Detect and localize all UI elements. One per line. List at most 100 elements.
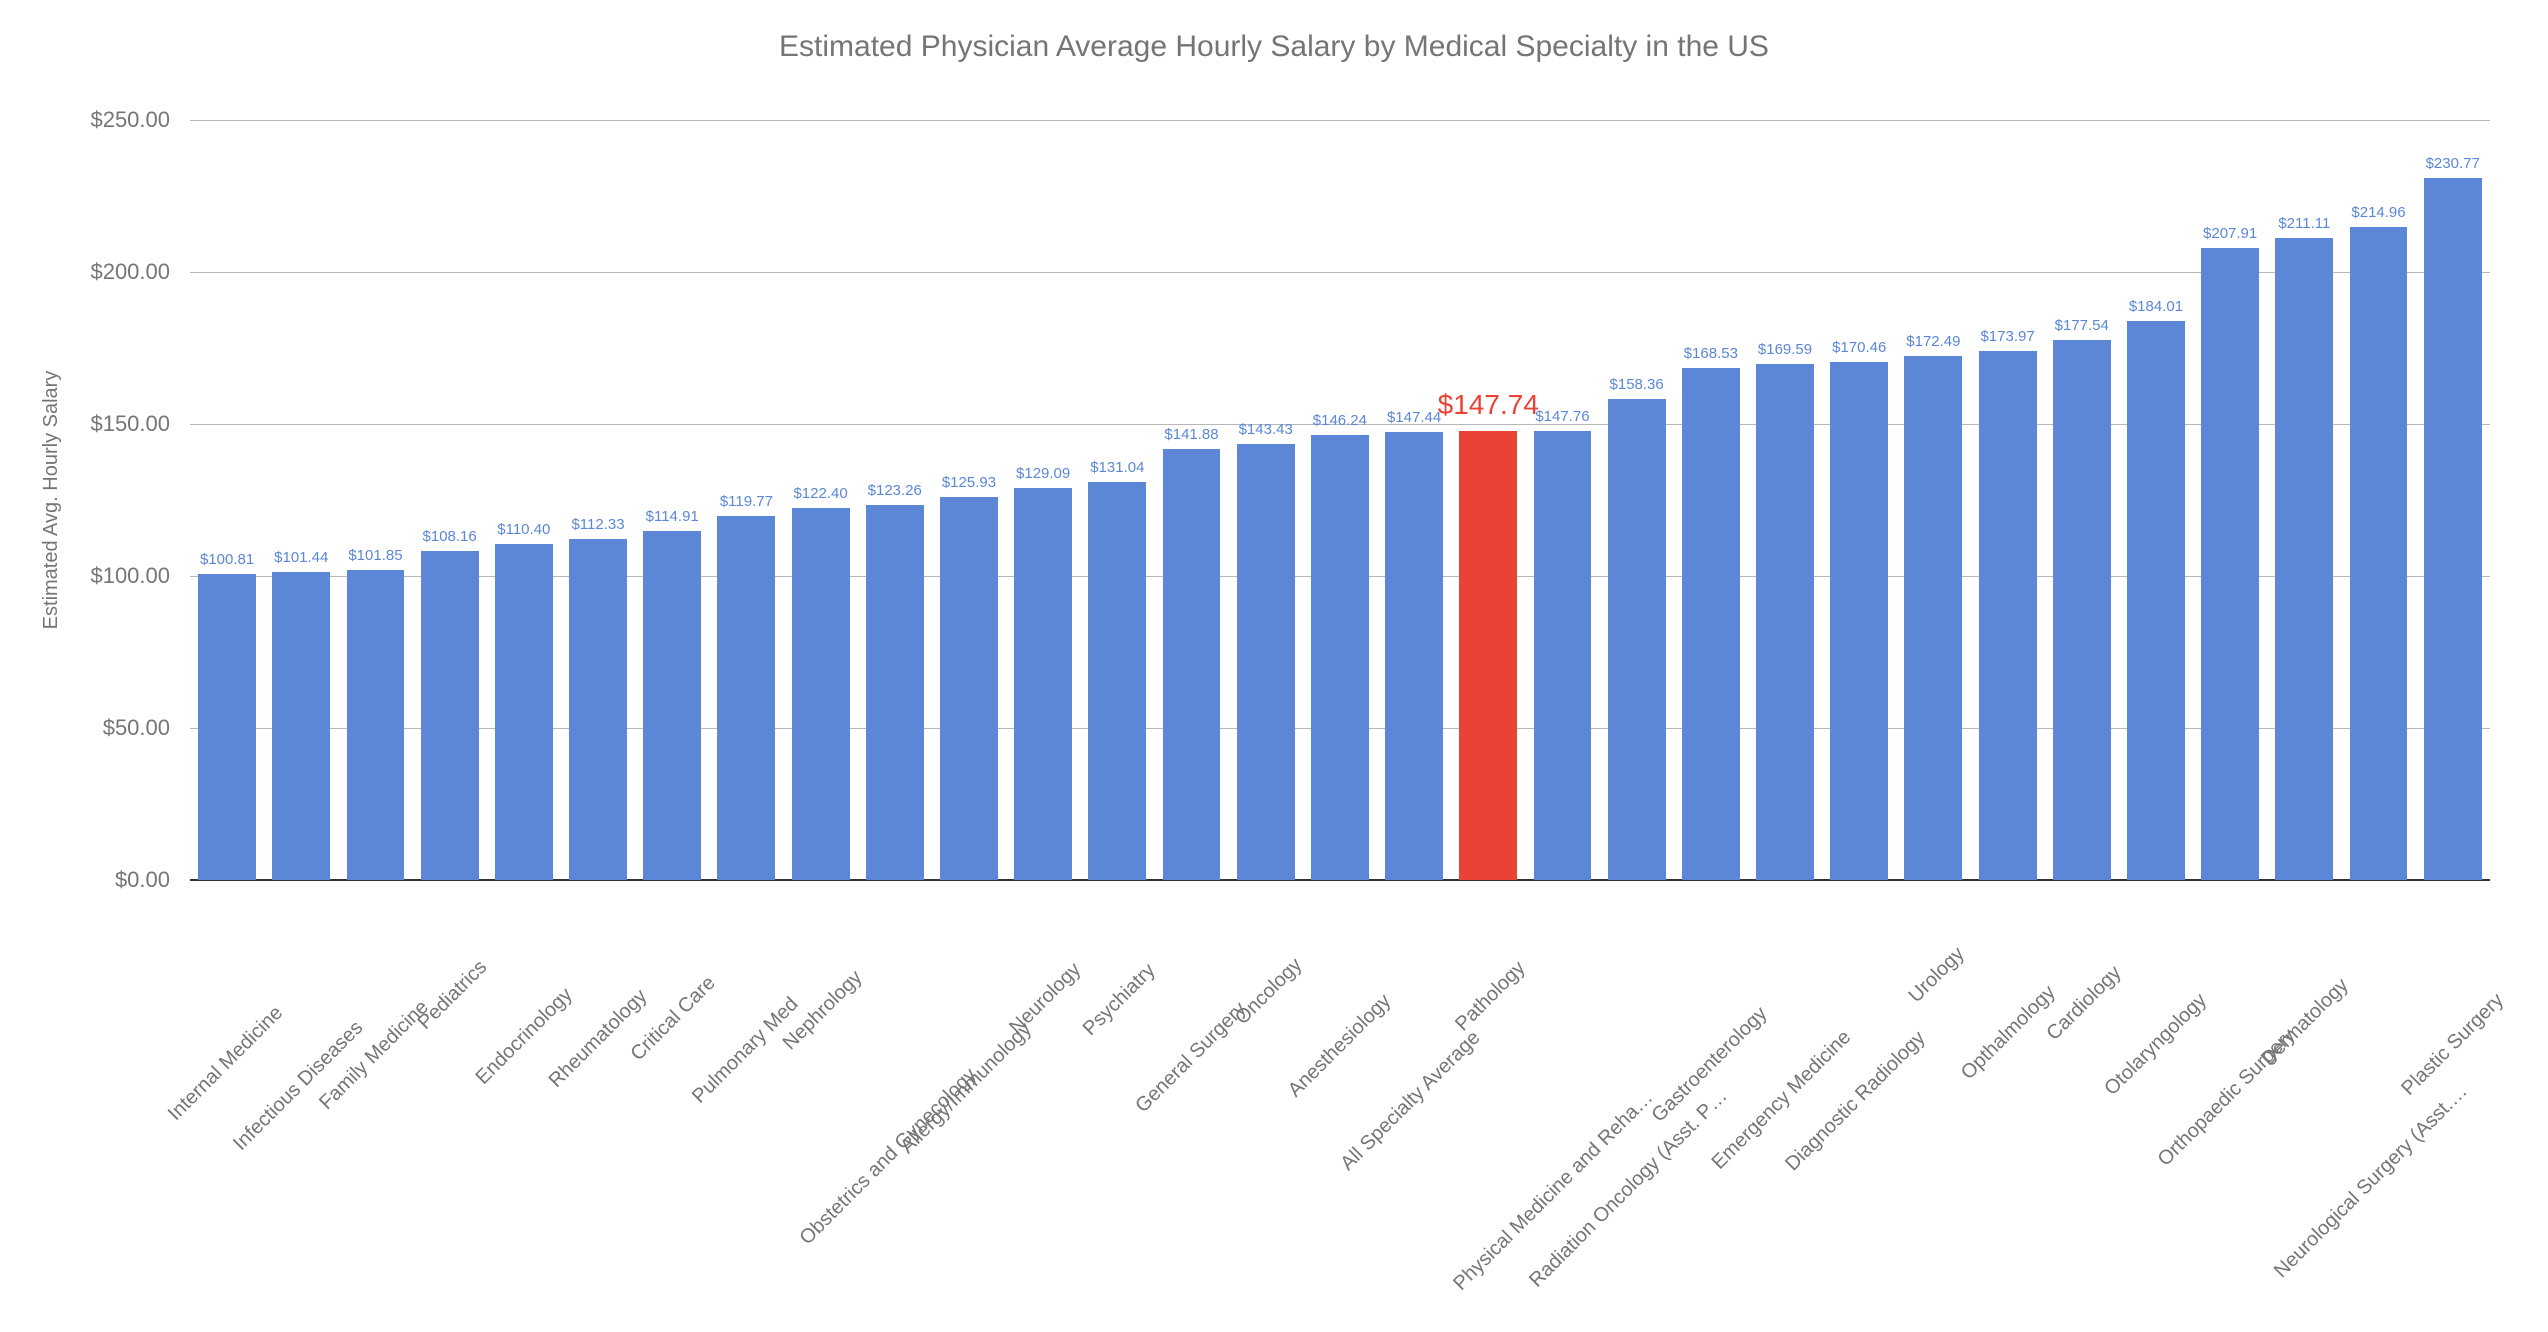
bar-value-label: $177.54 — [2055, 317, 2109, 334]
y-tick-label: $250.00 — [90, 107, 170, 133]
x-axis-category-label: Neurology — [1070, 894, 1151, 975]
bar-value-label: $123.26 — [868, 482, 922, 499]
x-axis-category-label: Plastic Surgery — [2492, 894, 2548, 1005]
bar: $100.81 — [198, 574, 256, 880]
bar: $170.46 — [1830, 362, 1888, 880]
x-axis-category-label: All Specialty Average — [1469, 894, 1618, 1043]
bar-value-label: $131.04 — [1090, 459, 1144, 476]
bar-value-label: $112.33 — [571, 516, 624, 533]
bar: $168.53 — [1682, 368, 1740, 880]
y-tick-label: $150.00 — [90, 411, 170, 437]
bar: $169.59 — [1756, 364, 1814, 880]
bar-slot: $119.77 — [709, 120, 783, 880]
bar-slot: $211.11 — [2267, 120, 2341, 880]
bar: $114.91 — [643, 531, 701, 880]
bar-value-label: $147.76 — [1535, 408, 1589, 425]
bar-slot: $123.26 — [858, 120, 932, 880]
bar-value-label: $119.77 — [720, 493, 773, 510]
x-axis-category-label: Anesthesiology — [1380, 894, 1492, 1006]
bar-value-label: $170.46 — [1832, 339, 1886, 356]
bar-slot: $141.88 — [1154, 120, 1228, 880]
bar: $147.44 — [1385, 432, 1443, 880]
bar: $147.76 — [1534, 431, 1592, 880]
bar-slot: $172.49 — [1896, 120, 1970, 880]
bar-slot: $110.40 — [487, 120, 561, 880]
bar: $172.49 — [1904, 356, 1962, 880]
y-tick-label: $200.00 — [90, 259, 170, 285]
bar: $214.96 — [2350, 227, 2408, 880]
bar-value-label: $214.96 — [2351, 204, 2405, 221]
bar-slot: $170.46 — [1822, 120, 1896, 880]
bar-slot: $169.59 — [1748, 120, 1822, 880]
bar-value-label: $101.85 — [348, 547, 402, 564]
bar-slot: $168.53 — [1674, 120, 1748, 880]
bar-value-label: $211.11 — [2278, 215, 2330, 232]
bar-value-label: $122.40 — [793, 485, 847, 502]
bar-slot: $147.44 — [1377, 120, 1451, 880]
bar-slot: $114.91 — [635, 120, 709, 880]
bar-slot: $214.96 — [2341, 120, 2415, 880]
bar-value-label: $173.97 — [1980, 328, 2034, 345]
bar-value-label: $146.24 — [1313, 412, 1367, 429]
bar: $101.85 — [347, 570, 405, 880]
bar: $158.36 — [1608, 399, 1666, 880]
bar-slot: $173.97 — [1971, 120, 2045, 880]
bar-slot: $177.54 — [2045, 120, 2119, 880]
bar: $125.93 — [940, 497, 998, 880]
bar-slot: $100.81 — [190, 120, 264, 880]
bar-slot: $122.40 — [784, 120, 858, 880]
bar-slot: $125.93 — [932, 120, 1006, 880]
bars-group: $100.81 $101.44 $101.85 $108.16 $110.40 $112.… — [190, 120, 2490, 880]
chart-title: Estimated Physician Average Hourly Salar… — [0, 30, 2548, 64]
bar-value-label: $230.77 — [2426, 155, 2480, 172]
bar: $230.77 — [2424, 178, 2482, 880]
bar-slot: $143.43 — [1229, 120, 1303, 880]
chart-container: Estimated Physician Average Hourly Salar… — [0, 0, 2548, 1332]
bar: $131.04 — [1088, 482, 1146, 880]
bar: $108.16 — [421, 551, 479, 880]
bar-value-label: $143.43 — [1239, 421, 1293, 438]
bar-value-label: $108.16 — [423, 528, 477, 545]
bar-value-label: $125.93 — [942, 474, 996, 491]
bar: $123.26 — [866, 505, 924, 880]
bar-slot: $101.85 — [338, 120, 412, 880]
plot-area: $0.00$50.00$100.00$150.00$200.00$250.00$… — [190, 120, 2490, 880]
bar-value-label: $141.88 — [1164, 426, 1218, 443]
bar: $211.11 — [2275, 238, 2333, 880]
bar: $119.77 — [717, 516, 775, 880]
bar-value-label: $147.74 — [1438, 389, 1539, 421]
bar-value-label: $158.36 — [1610, 376, 1664, 393]
bar: $110.40 — [495, 544, 553, 880]
bar-slot: $207.91 — [2193, 120, 2267, 880]
bar: $101.44 — [272, 572, 330, 880]
bar: $141.88 — [1163, 449, 1221, 880]
bar: $207.91 — [2201, 248, 2259, 880]
bar-slot: $147.74 — [1451, 120, 1525, 880]
bar-slot: $184.01 — [2119, 120, 2193, 880]
bar-slot: $146.24 — [1303, 120, 1377, 880]
bar-slot: $131.04 — [1080, 120, 1154, 880]
bar-value-label: $172.49 — [1906, 333, 1960, 350]
bar-slot: $147.76 — [1525, 120, 1599, 880]
bar: $122.40 — [792, 508, 850, 880]
bar: $147.74 — [1459, 431, 1517, 880]
bar-value-label: $184.01 — [2129, 298, 2183, 315]
y-axis-label: Estimated Avg. Hourly Salary — [40, 371, 63, 630]
bar-value-label: $129.09 — [1016, 465, 1070, 482]
bar: $146.24 — [1311, 435, 1369, 880]
bar-slot: $158.36 — [1600, 120, 1674, 880]
bar: $177.54 — [2053, 340, 2111, 880]
bar-value-label: $147.44 — [1387, 409, 1441, 426]
x-axis-category-label: Dermatology — [2338, 894, 2434, 990]
y-tick-label: $100.00 — [90, 563, 170, 589]
bar-slot: $129.09 — [1006, 120, 1080, 880]
bar-value-label: $168.53 — [1684, 345, 1738, 362]
bar-value-label: $100.81 — [200, 551, 254, 568]
bar: $112.33 — [569, 539, 627, 880]
bar: $129.09 — [1014, 488, 1072, 880]
bar-value-label: $110.40 — [497, 521, 550, 538]
bar-value-label: $207.91 — [2203, 225, 2257, 242]
bar-slot: $101.44 — [264, 120, 338, 880]
bar-slot: $112.33 — [561, 120, 635, 880]
bar-value-label: $114.91 — [646, 508, 699, 525]
